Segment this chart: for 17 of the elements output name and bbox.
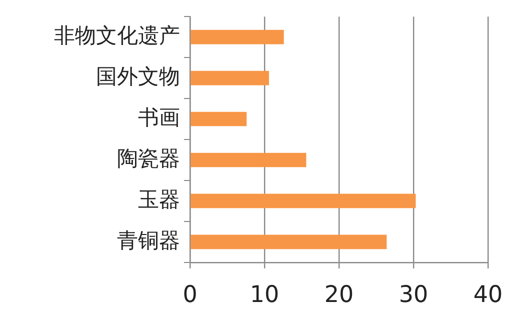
bar: [190, 234, 387, 250]
x-tick-label: 20: [324, 282, 354, 308]
y-tick-label: 书画: [138, 105, 180, 130]
bar: [190, 194, 416, 208]
bar: [190, 112, 247, 126]
y-tick-label: 非物文化遗产: [54, 24, 180, 48]
x-tick-label: 30: [398, 282, 428, 308]
y-tick-label: 玉器: [138, 187, 180, 212]
x-tick-label: 10: [250, 282, 280, 308]
x-tick-label: 40: [473, 282, 503, 308]
y-tick-label: 国外文物: [96, 64, 180, 89]
bar: [190, 152, 306, 168]
y-tick-label: 青铜器: [117, 228, 180, 252]
bar: [190, 30, 284, 44]
bar: [190, 70, 269, 86]
x-tick-label: 0: [182, 282, 198, 308]
y-tick-label: 陶瓷器: [117, 146, 180, 170]
